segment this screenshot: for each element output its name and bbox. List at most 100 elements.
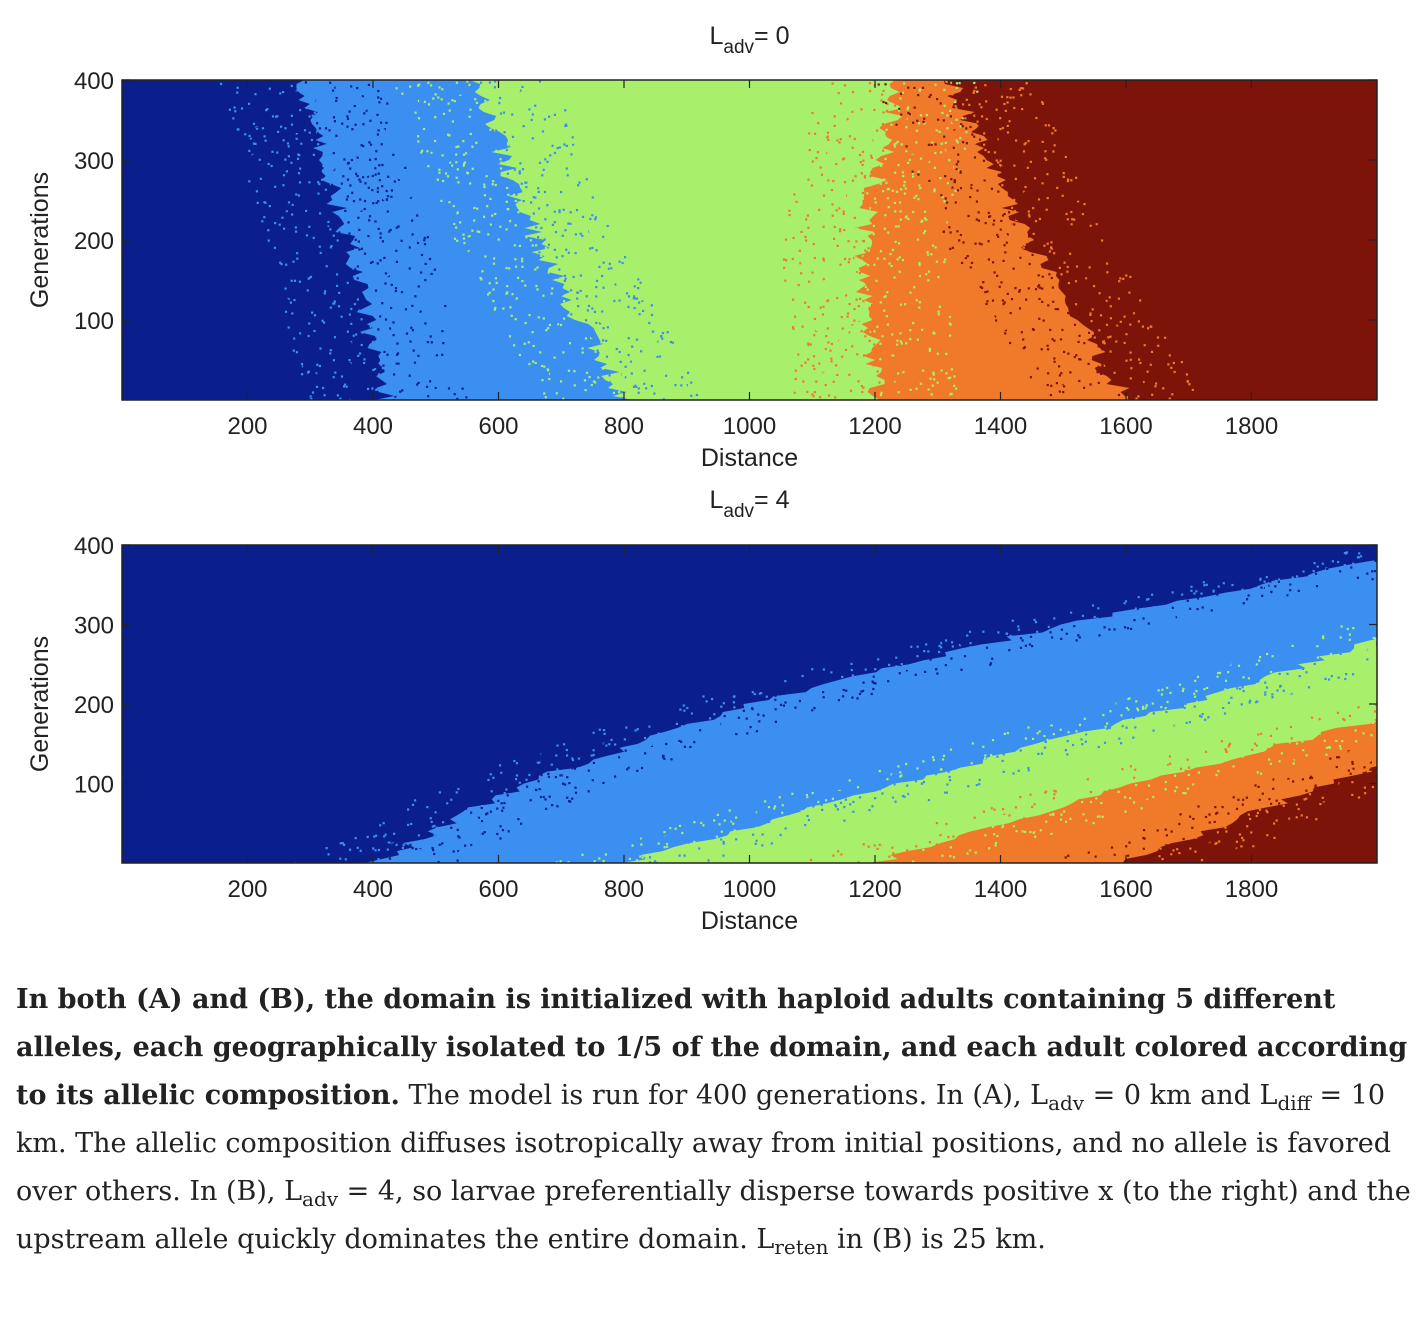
speckle — [944, 197, 947, 200]
speckle — [518, 172, 521, 175]
speckle — [442, 342, 445, 345]
speckle — [319, 251, 322, 254]
x-tick-label: 600 — [478, 413, 518, 440]
speckle — [256, 201, 259, 204]
speckle — [367, 237, 370, 240]
speckle — [916, 238, 920, 241]
speckle — [417, 834, 420, 837]
speckle — [266, 188, 269, 191]
speckle — [526, 231, 529, 234]
speckle — [499, 158, 502, 161]
speckle — [842, 187, 845, 191]
speckle — [831, 82, 834, 85]
speckle — [504, 179, 507, 182]
speckle — [870, 106, 873, 109]
speckle — [285, 208, 288, 211]
speckle — [751, 691, 754, 694]
speckle — [932, 331, 935, 334]
speckle — [559, 265, 562, 268]
speckle — [884, 157, 887, 161]
speckle — [402, 283, 406, 287]
speckle — [392, 205, 395, 208]
speckle — [981, 115, 984, 118]
speckle — [967, 771, 970, 774]
speckle — [447, 855, 450, 858]
speckle — [448, 134, 451, 137]
speckle — [1109, 350, 1112, 353]
speckle — [334, 848, 337, 851]
speckle — [293, 279, 297, 282]
speckle — [1022, 150, 1026, 153]
speckle — [1205, 583, 1208, 586]
speckle — [735, 733, 738, 736]
speckle — [809, 351, 812, 354]
speckle — [279, 261, 282, 264]
speckle — [627, 305, 630, 309]
speckle — [521, 227, 525, 230]
speckle — [448, 795, 451, 798]
speckle — [953, 375, 956, 378]
speckle — [408, 117, 411, 120]
speckle — [390, 137, 393, 140]
speckle — [368, 215, 372, 218]
speckle — [379, 824, 382, 827]
speckle — [348, 284, 351, 288]
speckle — [627, 396, 631, 399]
speckle — [437, 135, 440, 138]
speckle — [444, 843, 447, 846]
speckle — [1186, 380, 1189, 383]
speckle — [389, 337, 392, 340]
speckle — [832, 305, 835, 308]
speckle — [1007, 198, 1010, 201]
speckle — [296, 134, 299, 137]
speckle — [814, 327, 817, 331]
speckle — [682, 358, 685, 361]
speckle — [325, 127, 328, 130]
speckle — [560, 191, 563, 194]
speckle — [627, 337, 630, 340]
speckle — [305, 234, 309, 237]
speckle — [499, 837, 502, 840]
speckle — [995, 159, 998, 162]
speckle — [874, 307, 877, 310]
speckle — [425, 374, 428, 377]
speckle — [901, 140, 904, 143]
speckle — [893, 268, 896, 271]
speckle — [538, 161, 542, 164]
speckle — [292, 349, 295, 352]
speckle — [648, 296, 651, 299]
speckle — [949, 393, 952, 396]
speckle — [957, 153, 960, 156]
speckle — [942, 673, 945, 676]
speckle — [297, 130, 301, 133]
speckle — [602, 781, 605, 784]
speckle — [665, 374, 668, 377]
speckle — [506, 172, 509, 175]
speckle — [303, 160, 306, 163]
y-axis-label: Generations — [26, 172, 54, 308]
speckle — [983, 143, 986, 146]
speckle — [929, 93, 932, 97]
speckle — [547, 369, 550, 372]
speckle — [528, 773, 531, 777]
speckle — [452, 205, 455, 208]
speckle — [402, 269, 405, 272]
speckle — [875, 279, 878, 282]
speckle — [1053, 252, 1056, 255]
speckle — [318, 183, 321, 186]
speckle — [592, 736, 595, 739]
speckle — [839, 263, 842, 266]
speckle — [496, 121, 499, 124]
speckle — [420, 384, 423, 387]
speckle — [1052, 380, 1055, 383]
speckle — [595, 286, 598, 289]
speckle — [345, 103, 348, 106]
speckle — [336, 109, 339, 112]
speckle — [560, 380, 563, 383]
speckle — [664, 853, 667, 856]
speckle — [352, 145, 355, 149]
speckle — [455, 226, 458, 229]
speckle — [600, 753, 603, 757]
speckle — [627, 759, 631, 762]
speckle — [608, 374, 611, 377]
